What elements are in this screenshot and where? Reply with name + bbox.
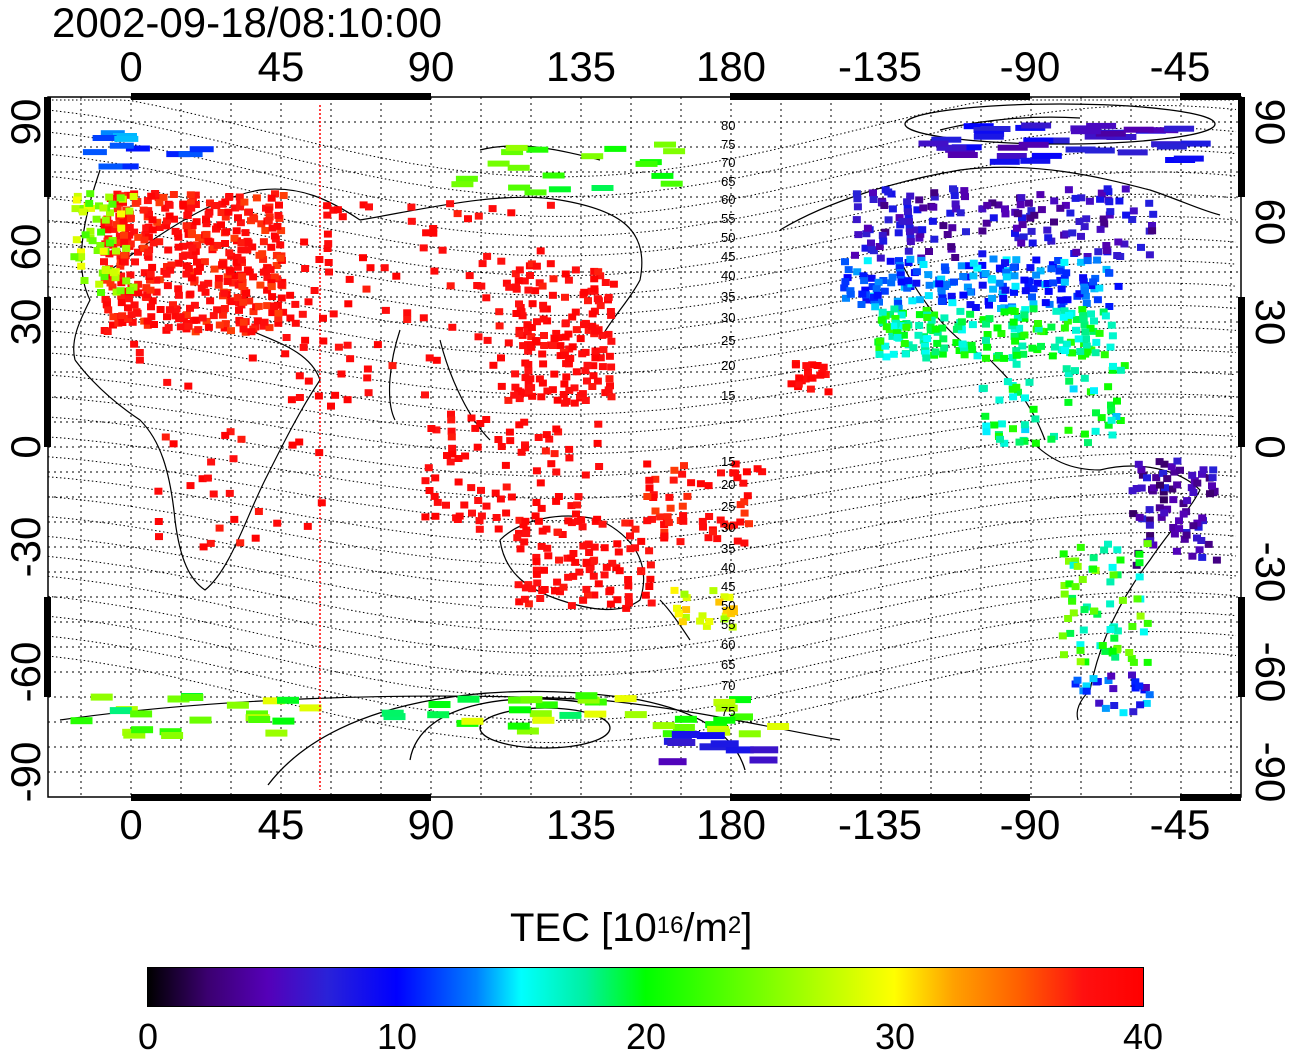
lon-tick-bottom: 180 <box>695 801 767 848</box>
lon-tick-bottom: 45 <box>257 801 305 848</box>
contour-label: 40 <box>721 268 736 283</box>
lon-tick-bottom: -90 <box>999 801 1061 848</box>
timestamp-title: 2002-09-18/08:10:00 <box>52 0 442 46</box>
lon-tick-top: 90 <box>407 43 455 90</box>
lon-tick-bottom: 0 <box>119 801 143 848</box>
contour-label: 80 <box>721 118 736 133</box>
contour-label: 65 <box>721 657 736 672</box>
contour-label: 45 <box>721 579 736 594</box>
contour-label: 30 <box>721 520 736 535</box>
contour-label: 20 <box>721 477 736 492</box>
lat-tick-right: 0 <box>1247 435 1292 459</box>
lat-tick-right: -60 <box>1247 641 1292 703</box>
lon-tick-bottom: 135 <box>545 801 617 848</box>
lat-tick-right: -30 <box>1247 541 1292 603</box>
lat-tick-right: 90 <box>1247 98 1292 146</box>
contour-label: 70 <box>721 678 736 693</box>
lat-tick-left: 30 <box>2 298 49 346</box>
lon-tick-bottom: -45 <box>1149 801 1211 848</box>
lat-tick-left: -90 <box>2 741 49 803</box>
contour-label: 60 <box>721 192 736 207</box>
tec-world-map <box>44 93 1245 801</box>
contour-label: 25 <box>721 333 736 348</box>
lon-tick-top: -90 <box>999 43 1061 90</box>
lat-tick-left: 0 <box>2 435 49 459</box>
lon-tick-bottom: 90 <box>407 801 455 848</box>
lon-tick-top: -135 <box>837 43 923 90</box>
tec-colorbar <box>147 967 1144 1007</box>
lat-tick-left: 60 <box>2 223 49 271</box>
lon-tick-top: 0 <box>119 43 143 90</box>
lon-tick-top: 135 <box>545 43 617 90</box>
contour-label: 25 <box>721 499 736 514</box>
lat-tick-left: 90 <box>2 98 49 146</box>
tec-data-points <box>70 122 1221 766</box>
contour-label: 60 <box>721 637 736 652</box>
contour-label: 50 <box>721 230 736 245</box>
contour-label: 40 <box>721 560 736 575</box>
lat-tick-right: 30 <box>1247 298 1292 346</box>
lat-tick-right: 60 <box>1247 198 1292 246</box>
lon-tick-top: 180 <box>695 43 767 90</box>
contour-label: 55 <box>721 617 736 632</box>
contour-label: 45 <box>721 249 736 264</box>
lon-tick-top: 45 <box>257 43 305 90</box>
contour-label: 55 <box>721 211 736 226</box>
lon-tick-top: -45 <box>1149 43 1211 90</box>
lat-tick-right: -90 <box>1247 741 1292 803</box>
lat-tick-left: -30 <box>2 516 49 578</box>
contour-label: 65 <box>721 174 736 189</box>
contour-label: 50 <box>721 598 736 613</box>
colorbar-tick: 40 <box>1122 1016 1164 1057</box>
lon-tick-bottom: -135 <box>837 801 923 848</box>
colorbar-tick: 20 <box>625 1016 667 1057</box>
contour-label: 15 <box>721 388 736 403</box>
colorbar-tick: 10 <box>376 1016 418 1057</box>
contour-label: 30 <box>721 310 736 325</box>
colorbar-title: TEC [1016/m2] <box>510 906 753 950</box>
contour-label: 15 <box>721 454 736 469</box>
contour-label: 75 <box>721 137 736 152</box>
colorbar-tick: 30 <box>874 1016 916 1057</box>
colorbar-tick: 0 <box>137 1016 159 1057</box>
contour-label: 75 <box>721 704 736 719</box>
contour-label: 35 <box>721 289 736 304</box>
lat-tick-left: -60 <box>2 641 49 703</box>
contour-label: 70 <box>721 155 736 170</box>
contour-label: 35 <box>721 541 736 556</box>
contour-label: 20 <box>721 358 736 373</box>
axis-bars <box>44 93 1245 801</box>
